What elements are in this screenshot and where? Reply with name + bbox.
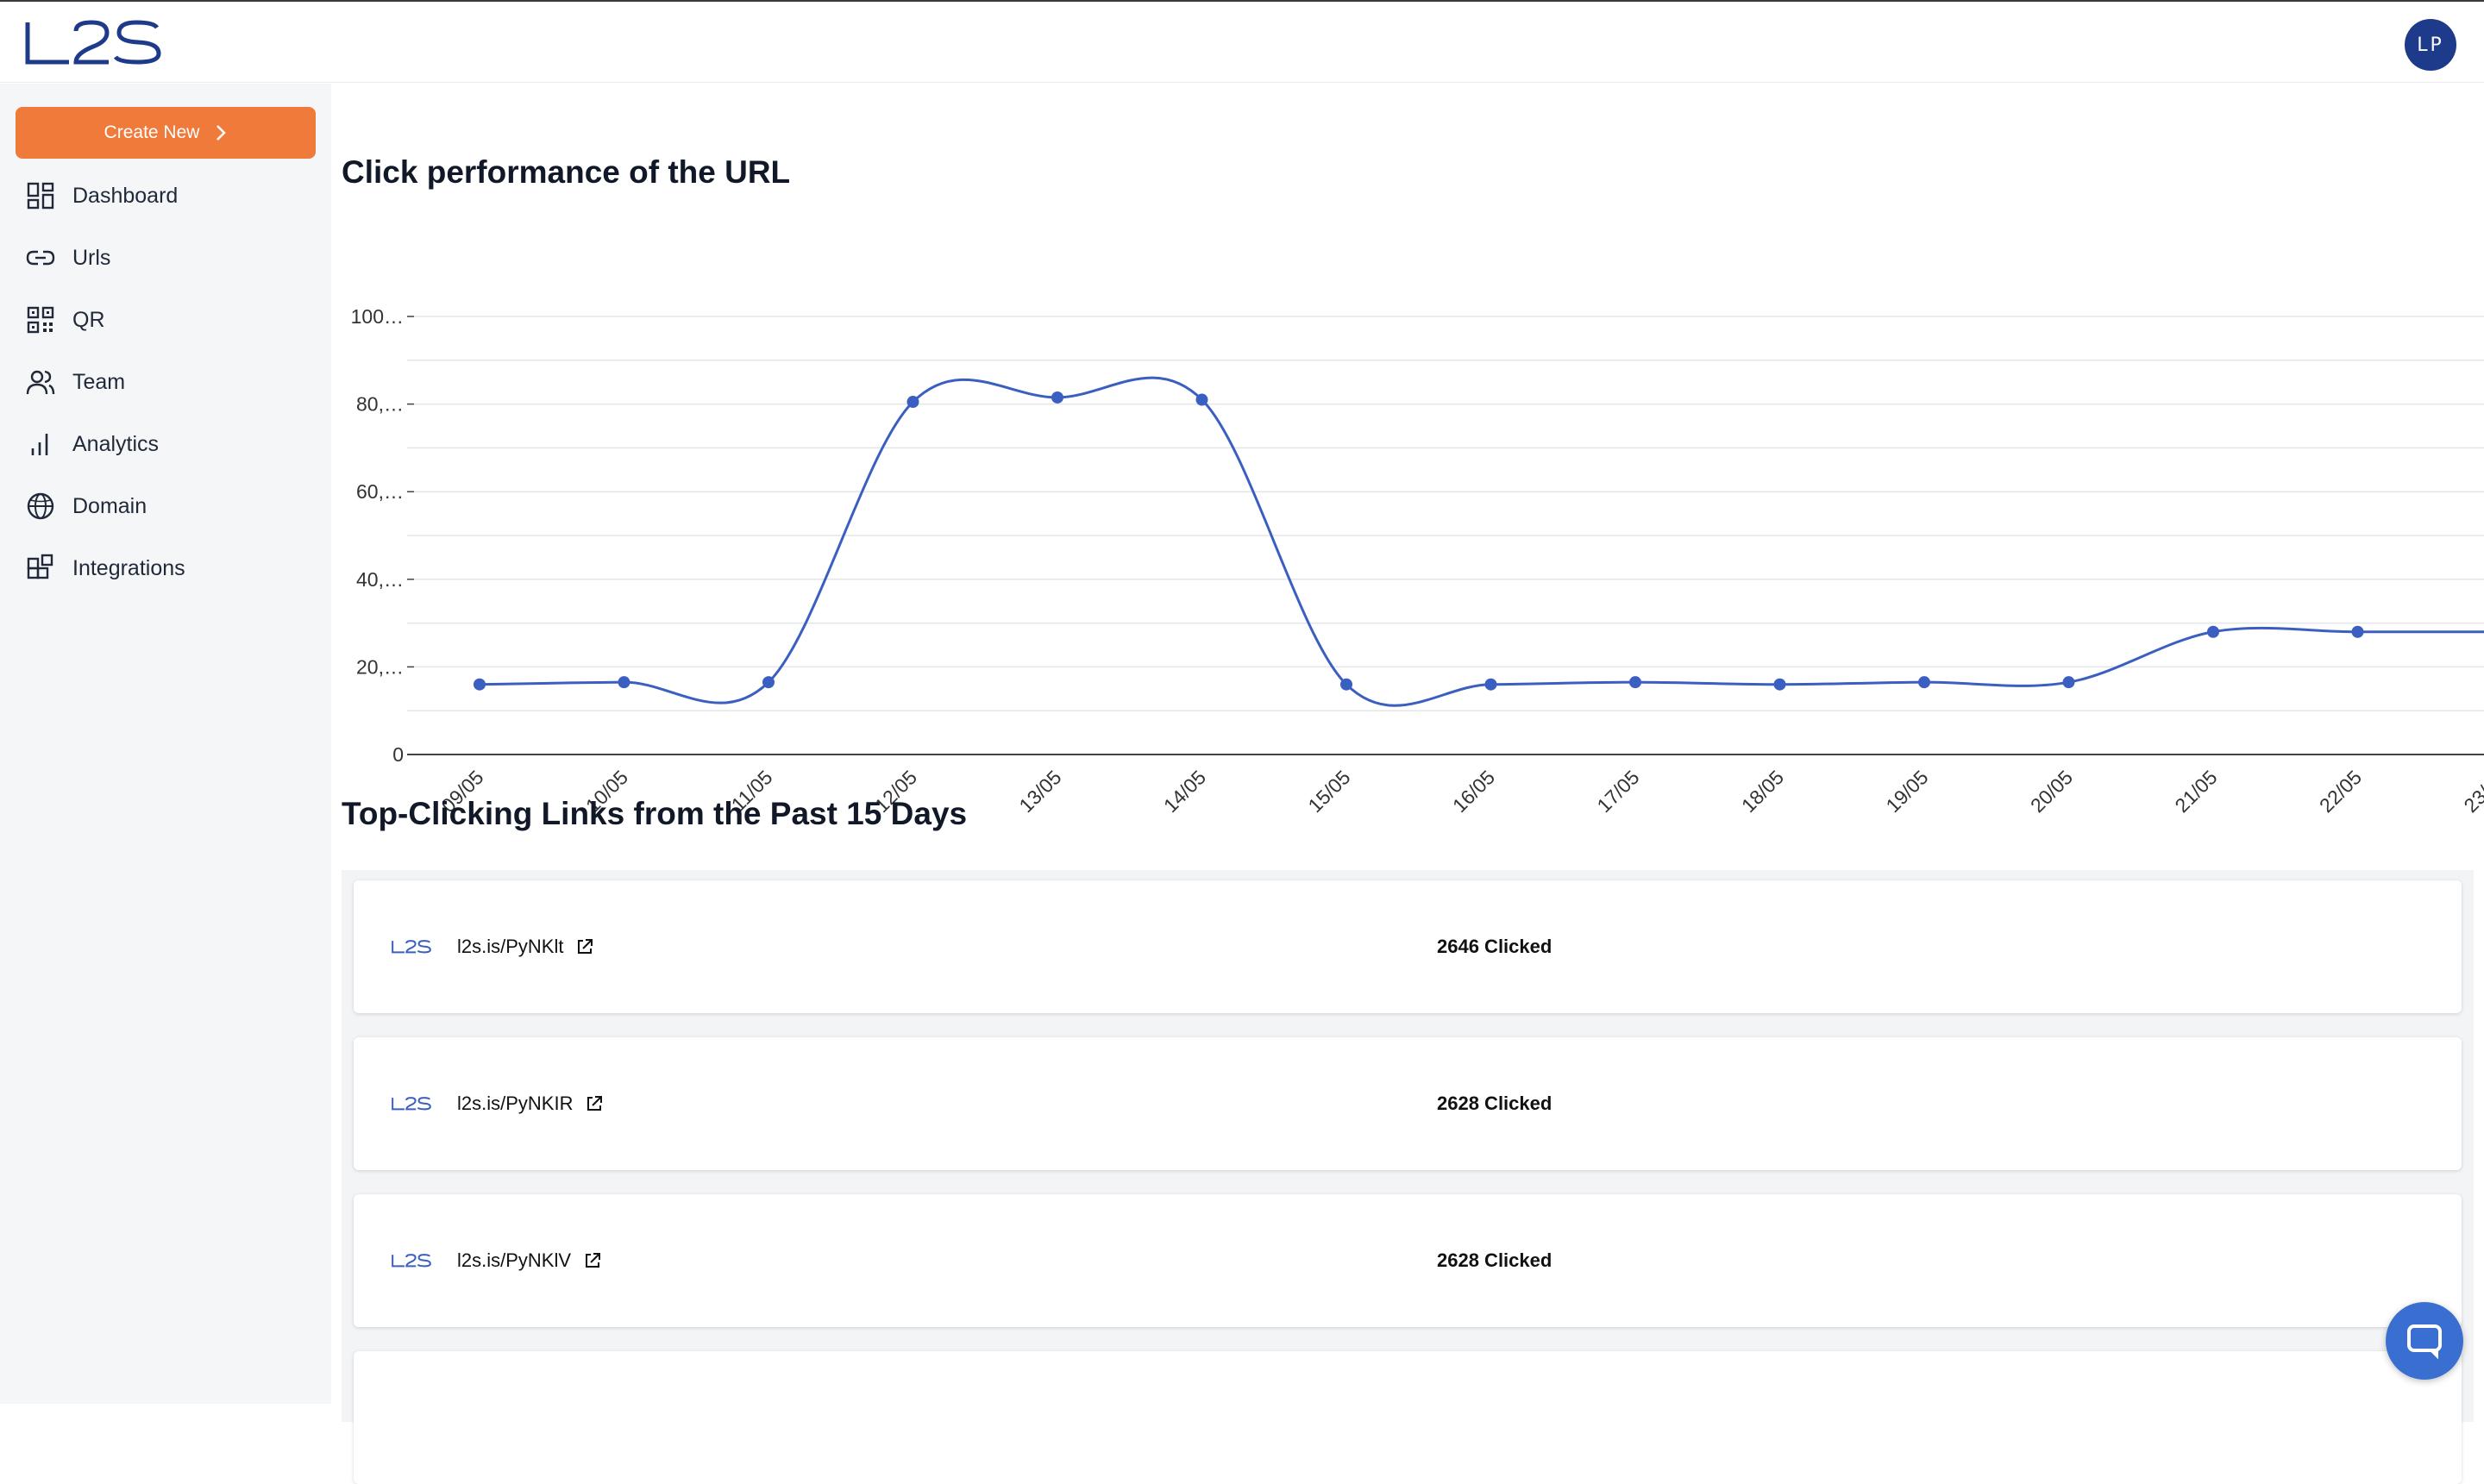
- x-tick-label: 14/05: [1159, 766, 1210, 817]
- data-point[interactable]: [1773, 678, 1786, 691]
- window-top-border: [0, 0, 2484, 2]
- data-point[interactable]: [906, 396, 919, 409]
- y-tick-label: 80,…: [356, 393, 404, 416]
- x-tick-label: 23/05: [2459, 766, 2484, 817]
- chart-title: Click performance of the URL: [342, 154, 791, 190]
- external-link-icon[interactable]: [583, 1251, 602, 1270]
- data-point[interactable]: [1195, 393, 1208, 406]
- brand-logo-icon: [392, 940, 431, 954]
- sidebar-item-label: Dashboard: [72, 183, 179, 208]
- list-item[interactable]: l2s.is/PyNKIR 2628 Clicked: [354, 1037, 2462, 1170]
- x-tick-label: 17/05: [1592, 766, 1643, 817]
- y-tick-label: 0: [392, 743, 404, 766]
- x-tick-label: 15/05: [1303, 766, 1354, 817]
- x-tick-label: 13/05: [1014, 766, 1065, 817]
- y-tick-label: 100…: [351, 305, 404, 328]
- main-content: Click performance of the URL 0 20,… 40,… 60…: [331, 84, 2484, 1484]
- list-item[interactable]: [354, 1351, 2462, 1484]
- y-tick-label: 20,…: [356, 655, 404, 678]
- x-tick-label: 16/05: [1448, 766, 1499, 817]
- data-point[interactable]: [1629, 676, 1641, 689]
- data-point[interactable]: [2207, 625, 2219, 638]
- brand-logo-icon: [392, 1254, 431, 1268]
- short-url-text[interactable]: l2s.is/PyNKlV: [457, 1249, 572, 1271]
- top-links-title: Top-Clicking Links from the Past 15 Days: [342, 796, 968, 831]
- y-tick-label: 60,…: [356, 480, 404, 503]
- short-url-text[interactable]: l2s.is/PyNKIR: [457, 1093, 574, 1114]
- globe-icon: [27, 492, 54, 520]
- sidebar-item-analytics[interactable]: Analytics: [26, 423, 159, 465]
- x-tick-label: 18/05: [1737, 766, 1788, 817]
- data-point[interactable]: [474, 678, 486, 691]
- sidebar-item-label: Domain: [72, 493, 147, 518]
- sidebar-item-urls[interactable]: Urls: [26, 237, 110, 279]
- list-item[interactable]: l2s.is/PyNKlt 2646 Clicked: [354, 880, 2462, 1013]
- sidebar-item-label: Team: [72, 369, 126, 394]
- x-tick-label: 20/05: [2026, 766, 2077, 817]
- data-point[interactable]: [1051, 391, 1063, 404]
- user-avatar[interactable]: LP: [2405, 19, 2456, 71]
- click-count: 2646 Clicked: [1437, 936, 1552, 957]
- link-icon: [26, 250, 55, 266]
- external-link-icon[interactable]: [585, 1094, 604, 1113]
- integrations-icon: [27, 554, 53, 579]
- sidebar-item-integrations[interactable]: Integrations: [26, 548, 185, 589]
- top-header: LP: [0, 2, 2484, 83]
- x-tick-label: 21/05: [2170, 766, 2221, 817]
- click-count: 2628 Clicked: [1437, 1093, 1552, 1114]
- x-tick-label: 22/05: [2315, 766, 2366, 817]
- bar-chart-icon: [31, 434, 48, 455]
- create-new-button[interactable]: Create New: [16, 107, 316, 159]
- list-item[interactable]: l2s.is/PyNKlV 2628 Clicked: [354, 1194, 2462, 1327]
- create-new-label: Create New: [104, 122, 200, 142]
- qr-code-icon: [27, 306, 54, 334]
- chevron-right-icon: [216, 125, 227, 141]
- sidebar-item-label: Urls: [72, 245, 111, 270]
- y-tick-label: 40,…: [356, 568, 404, 591]
- click-count: 2628 Clicked: [1437, 1249, 1552, 1271]
- users-icon: [26, 370, 55, 395]
- sidebar-item-label: Analytics: [72, 431, 160, 456]
- external-link-icon[interactable]: [575, 937, 594, 956]
- click-performance-chart: 020,…40,…60,…80,…100… 09/05 10/05 11/05 12/…: [351, 305, 2484, 817]
- clicks-series-line: [479, 376, 2484, 707]
- app-logo[interactable]: [24, 19, 162, 72]
- chat-support-button[interactable]: [2386, 1302, 2463, 1380]
- x-tick-label: 19/05: [1881, 766, 1932, 817]
- data-point[interactable]: [1484, 678, 1497, 691]
- sidebar-item-domain[interactable]: Domain: [26, 485, 147, 527]
- top-links-list: l2s.is/PyNKlt 2646 Clicked l2s.is/PyNKIR: [342, 870, 2474, 1484]
- data-point[interactable]: [762, 676, 775, 689]
- chat-bubble-icon: [2407, 1324, 2442, 1360]
- data-point[interactable]: [2062, 676, 2075, 689]
- sidebar-item-label: QR: [72, 307, 105, 332]
- sidebar-item-dashboard[interactable]: Dashboard: [26, 175, 178, 216]
- sidebar-item-team[interactable]: Team: [26, 361, 125, 403]
- dashboard-grid-icon: [27, 182, 54, 210]
- sidebar: Create New Dashboard Urls: [0, 84, 331, 1404]
- data-point[interactable]: [2351, 625, 2364, 638]
- data-point[interactable]: [1918, 676, 1930, 689]
- short-url-text[interactable]: l2s.is/PyNKlt: [457, 936, 564, 957]
- sidebar-item-label: Integrations: [72, 555, 185, 580]
- sidebar-item-qr[interactable]: QR: [26, 299, 105, 341]
- data-point[interactable]: [1340, 678, 1352, 691]
- data-point[interactable]: [618, 676, 630, 689]
- brand-logo-icon: [392, 1097, 431, 1111]
